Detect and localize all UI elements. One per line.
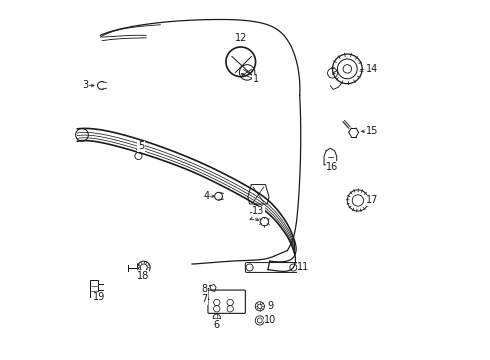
Text: 2: 2	[248, 212, 254, 222]
Text: 15: 15	[366, 126, 378, 136]
Text: 3: 3	[82, 80, 89, 90]
Text: 6: 6	[214, 320, 220, 330]
Text: 10: 10	[264, 315, 276, 325]
Text: 1: 1	[252, 75, 259, 85]
Text: 7: 7	[202, 294, 208, 304]
Text: 19: 19	[93, 292, 105, 302]
Text: 12: 12	[235, 33, 247, 43]
Text: 5: 5	[138, 141, 144, 152]
Text: 16: 16	[326, 162, 339, 172]
Text: 11: 11	[297, 262, 309, 273]
Text: 4: 4	[203, 191, 209, 201]
Text: 17: 17	[366, 195, 378, 206]
Text: 8: 8	[202, 284, 208, 294]
Text: 9: 9	[268, 301, 273, 311]
Text: 18: 18	[137, 271, 149, 281]
Text: 13: 13	[252, 206, 265, 216]
Text: 14: 14	[366, 64, 378, 74]
